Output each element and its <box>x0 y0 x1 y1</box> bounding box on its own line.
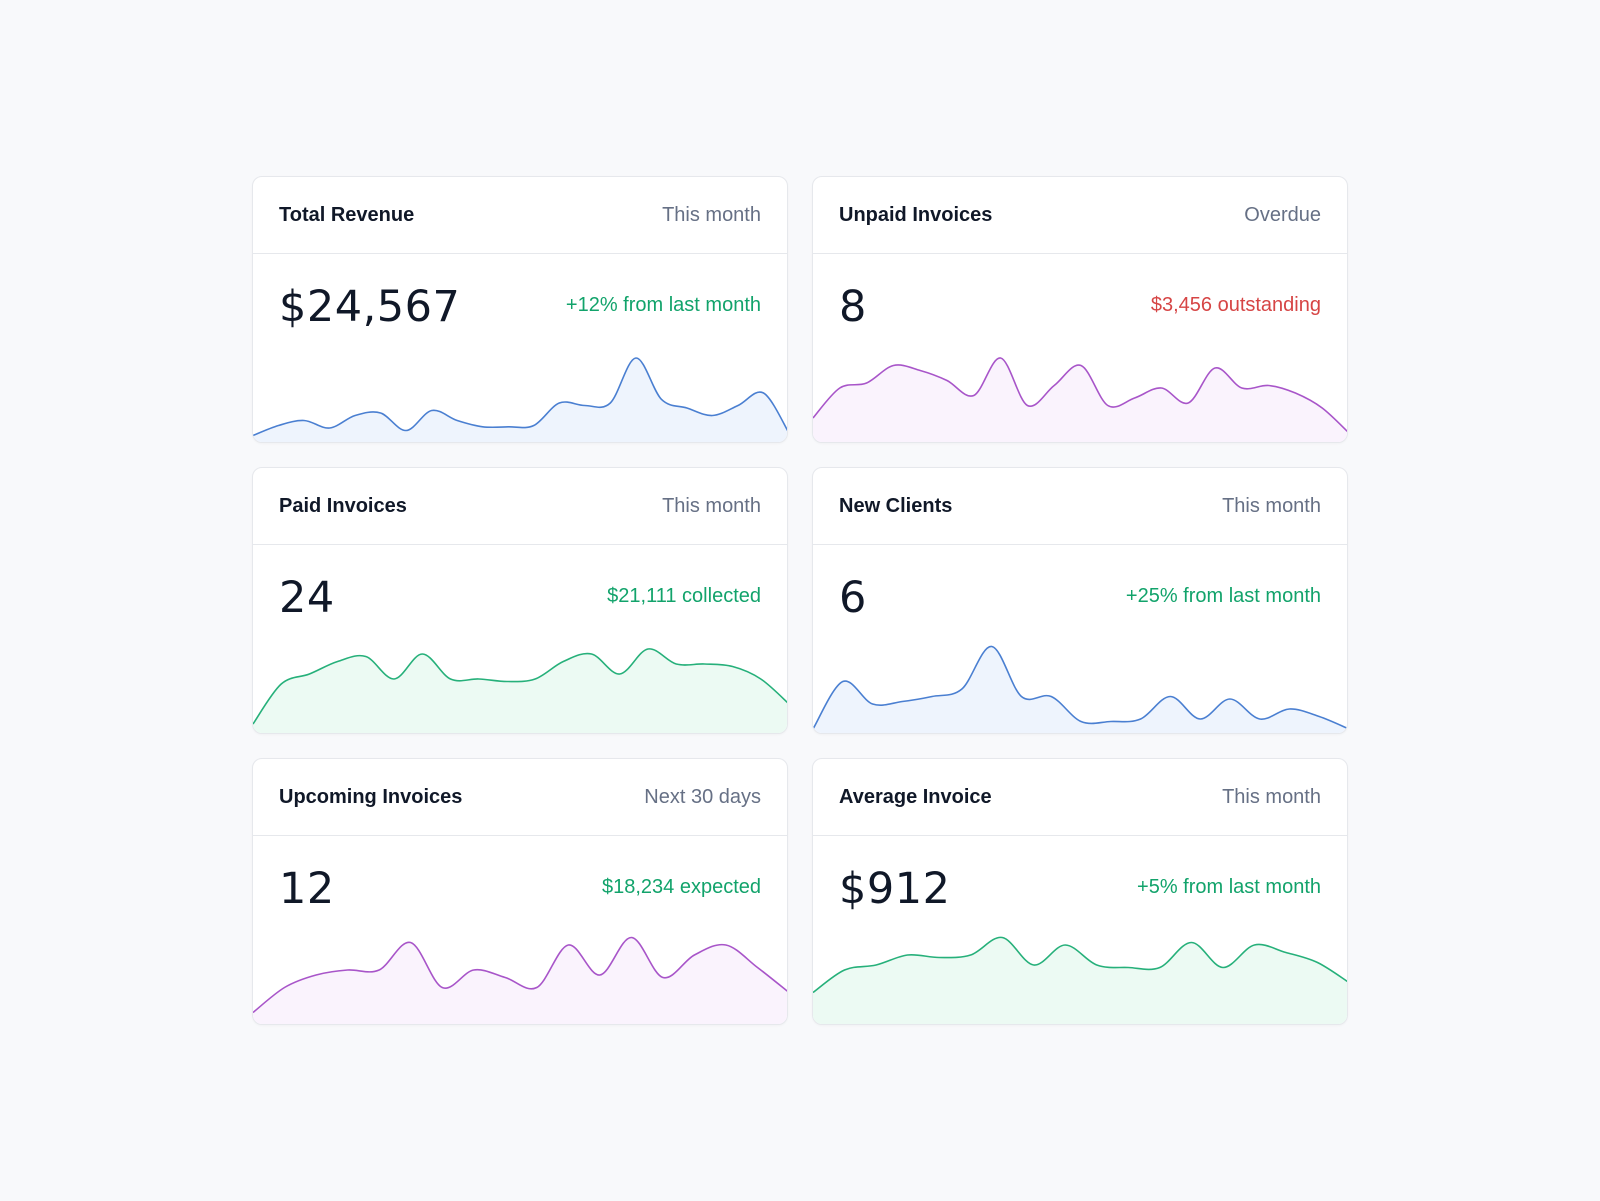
card-average-invoice[interactable]: Average Invoice This month $912 +5% from… <box>812 758 1348 1025</box>
card-title: New Clients <box>839 494 953 517</box>
card-body: $24,567 +12% from last month <box>253 254 787 442</box>
card-title: Upcoming Invoices <box>279 785 463 808</box>
card-paid-invoices[interactable]: Paid Invoices This month 24 $21,111 coll… <box>252 467 788 734</box>
sparkline-area <box>813 357 1347 442</box>
card-period: This month <box>662 203 761 226</box>
card-body: 12 $18,234 expected <box>253 836 787 1024</box>
sparkline-chart <box>253 936 787 1024</box>
sparkline-area <box>253 357 787 442</box>
card-body: $912 +5% from last month <box>813 836 1347 1024</box>
card-period: This month <box>662 494 761 517</box>
sparkline-chart <box>253 357 787 442</box>
metric-note: +12% from last month <box>565 294 761 316</box>
card-period: Overdue <box>1244 203 1321 226</box>
sparkline-area <box>253 937 787 1024</box>
card-period: This month <box>1222 785 1321 808</box>
card-header: Average Invoice This month <box>813 759 1347 836</box>
stats-grid: Total Revenue This month $24,567 +12% fr… <box>252 176 1348 1025</box>
metric-note: $18,234 expected <box>601 876 761 898</box>
metric-value: 12 <box>279 864 335 914</box>
sparkline-chart <box>253 648 787 733</box>
sparkline-line <box>813 645 1347 730</box>
metric-value: 6 <box>839 573 867 623</box>
card-total-revenue[interactable]: Total Revenue This month $24,567 +12% fr… <box>252 176 788 443</box>
sparkline-line <box>253 936 787 1014</box>
card-title: Paid Invoices <box>279 494 407 517</box>
metric-note: +25% from last month <box>1125 585 1321 607</box>
metric-note: +5% from last month <box>1137 876 1321 898</box>
card-new-clients[interactable]: New Clients This month 6 +25% from last … <box>812 467 1348 734</box>
card-unpaid-invoices[interactable]: Unpaid Invoices Overdue 8 $3,456 outstan… <box>812 176 1348 443</box>
card-header: Total Revenue This month <box>253 177 787 254</box>
metric-value: $912 <box>839 864 951 914</box>
metric-value: 8 <box>839 282 867 332</box>
sparkline-area <box>253 648 787 733</box>
card-upcoming-invoices[interactable]: Upcoming Invoices Next 30 days 12 $18,23… <box>252 758 788 1025</box>
sparkline-line <box>253 357 787 437</box>
card-header: Unpaid Invoices Overdue <box>813 177 1347 254</box>
card-title: Unpaid Invoices <box>839 203 993 226</box>
card-period: Next 30 days <box>644 785 761 808</box>
card-title: Total Revenue <box>279 203 415 226</box>
sparkline-chart <box>813 645 1347 733</box>
metric-note: $21,111 collected <box>607 585 761 607</box>
card-body: 8 $3,456 outstanding <box>813 254 1347 442</box>
card-body: 24 $21,111 collected <box>253 545 787 733</box>
sparkline-line <box>253 648 787 725</box>
card-header: Upcoming Invoices Next 30 days <box>253 759 787 836</box>
card-title: Average Invoice <box>839 785 992 808</box>
sparkline-line <box>813 936 1347 994</box>
sparkline-chart <box>813 357 1347 442</box>
metric-value: $24,567 <box>279 282 461 332</box>
card-header: Paid Invoices This month <box>253 468 787 545</box>
card-period: This month <box>1222 494 1321 517</box>
card-header: New Clients This month <box>813 468 1347 545</box>
sparkline-area <box>813 937 1347 1024</box>
sparkline-chart <box>813 936 1347 1024</box>
metric-note: $3,456 outstanding <box>1150 294 1321 316</box>
sparkline-line <box>813 357 1347 433</box>
metric-value: 24 <box>279 573 335 623</box>
card-body: 6 +25% from last month <box>813 545 1347 733</box>
